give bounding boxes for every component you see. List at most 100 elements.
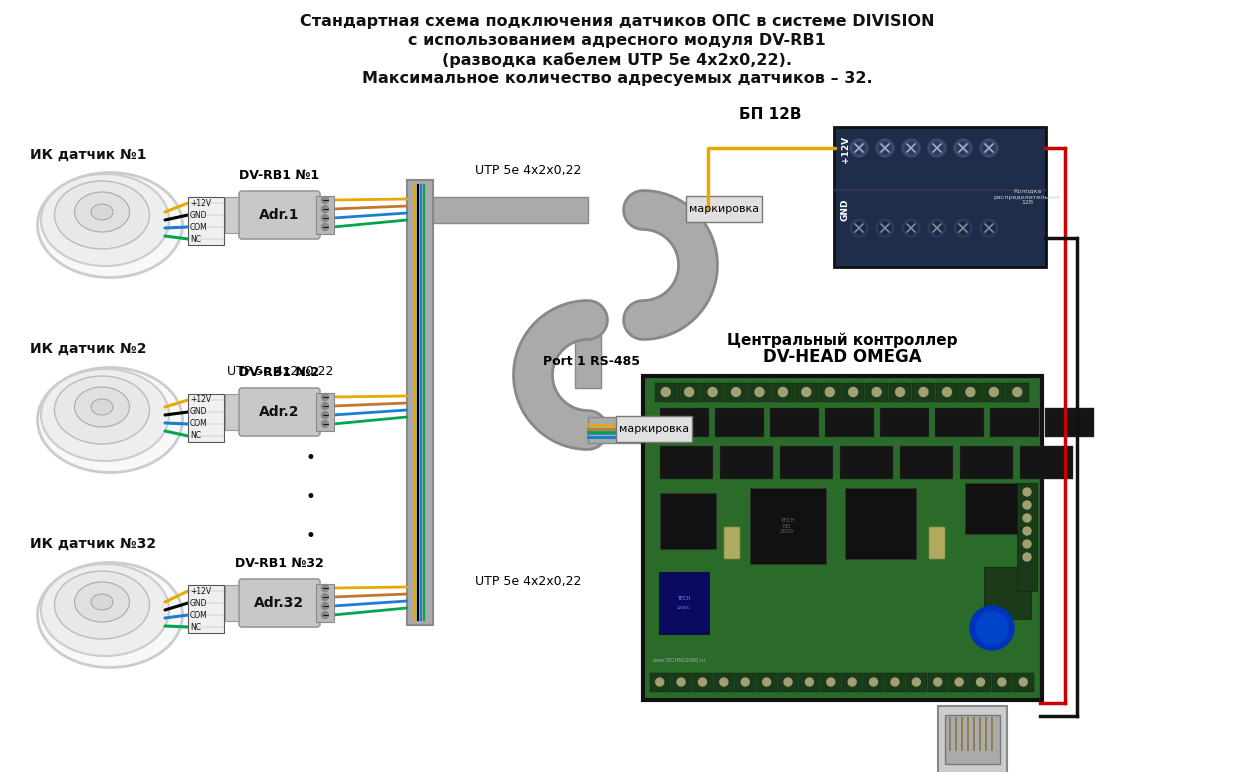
Circle shape bbox=[879, 222, 890, 234]
Ellipse shape bbox=[91, 594, 112, 610]
Circle shape bbox=[321, 594, 329, 601]
FancyBboxPatch shape bbox=[992, 672, 1013, 692]
Circle shape bbox=[1023, 514, 1031, 522]
FancyBboxPatch shape bbox=[840, 445, 893, 479]
Circle shape bbox=[321, 215, 329, 222]
FancyBboxPatch shape bbox=[845, 487, 915, 558]
FancyBboxPatch shape bbox=[240, 388, 320, 436]
Text: DV-RB1 №32: DV-RB1 №32 bbox=[235, 557, 324, 570]
Ellipse shape bbox=[37, 563, 183, 668]
Circle shape bbox=[321, 411, 329, 418]
Text: UTP 5е 4x2x0,22: UTP 5е 4x2x0,22 bbox=[475, 164, 582, 177]
Ellipse shape bbox=[54, 181, 149, 249]
Circle shape bbox=[981, 139, 998, 157]
FancyBboxPatch shape bbox=[965, 482, 1020, 533]
Circle shape bbox=[741, 678, 750, 686]
Circle shape bbox=[953, 139, 972, 157]
FancyBboxPatch shape bbox=[984, 567, 1031, 619]
Circle shape bbox=[684, 388, 694, 397]
Text: Port 1 RS-485: Port 1 RS-485 bbox=[543, 355, 640, 368]
Circle shape bbox=[934, 678, 942, 686]
Circle shape bbox=[853, 222, 864, 234]
FancyBboxPatch shape bbox=[842, 382, 864, 401]
FancyBboxPatch shape bbox=[989, 408, 1039, 436]
Text: UTP 5е 4x2x0,22: UTP 5е 4x2x0,22 bbox=[227, 365, 333, 378]
FancyBboxPatch shape bbox=[889, 382, 911, 401]
FancyBboxPatch shape bbox=[659, 445, 713, 479]
Text: +12V: +12V bbox=[190, 198, 211, 208]
Circle shape bbox=[957, 142, 969, 154]
Circle shape bbox=[902, 219, 920, 237]
Text: DV-HEAD OMEGA: DV-HEAD OMEGA bbox=[763, 348, 921, 366]
Ellipse shape bbox=[74, 192, 130, 232]
Circle shape bbox=[998, 678, 1007, 686]
FancyBboxPatch shape bbox=[225, 394, 245, 430]
Circle shape bbox=[848, 388, 858, 397]
FancyBboxPatch shape bbox=[588, 417, 659, 443]
FancyBboxPatch shape bbox=[188, 197, 224, 245]
Circle shape bbox=[876, 219, 894, 237]
Text: Adr.2: Adr.2 bbox=[259, 405, 300, 419]
FancyBboxPatch shape bbox=[433, 197, 588, 223]
Circle shape bbox=[905, 222, 918, 234]
Text: COM: COM bbox=[190, 419, 207, 428]
Circle shape bbox=[321, 611, 329, 618]
Text: Adr.1: Adr.1 bbox=[259, 208, 300, 222]
FancyBboxPatch shape bbox=[1007, 382, 1029, 401]
FancyBboxPatch shape bbox=[1045, 408, 1093, 436]
FancyBboxPatch shape bbox=[795, 382, 818, 401]
FancyBboxPatch shape bbox=[671, 672, 692, 692]
Text: GND: GND bbox=[190, 598, 207, 608]
FancyBboxPatch shape bbox=[659, 572, 709, 634]
FancyBboxPatch shape bbox=[316, 196, 333, 234]
Circle shape bbox=[1023, 553, 1031, 561]
FancyBboxPatch shape bbox=[750, 487, 825, 564]
Text: GND: GND bbox=[841, 198, 850, 221]
Text: Стандартная схема подключения датчиков ОПС в системе DIVISION: Стандартная схема подключения датчиков О… bbox=[300, 14, 934, 29]
FancyBboxPatch shape bbox=[678, 382, 700, 401]
Text: 12VDC: 12VDC bbox=[677, 606, 692, 610]
FancyBboxPatch shape bbox=[701, 382, 724, 401]
Circle shape bbox=[953, 219, 972, 237]
Text: NC: NC bbox=[190, 235, 201, 243]
FancyBboxPatch shape bbox=[825, 408, 873, 436]
FancyBboxPatch shape bbox=[659, 493, 715, 548]
FancyBboxPatch shape bbox=[659, 408, 709, 436]
Text: DV-RB1 №2: DV-RB1 №2 bbox=[238, 366, 319, 379]
Text: Колодка
распределительная
12В: Колодка распределительная 12В bbox=[994, 188, 1061, 205]
Ellipse shape bbox=[41, 369, 169, 461]
Circle shape bbox=[731, 388, 741, 397]
FancyBboxPatch shape bbox=[971, 672, 990, 692]
FancyBboxPatch shape bbox=[685, 196, 762, 222]
Text: NC: NC bbox=[190, 432, 201, 441]
Circle shape bbox=[905, 142, 918, 154]
Ellipse shape bbox=[41, 174, 169, 266]
Ellipse shape bbox=[37, 367, 183, 472]
FancyBboxPatch shape bbox=[714, 672, 734, 692]
Circle shape bbox=[983, 222, 995, 234]
Text: ИК датчик №2: ИК датчик №2 bbox=[30, 342, 147, 356]
FancyBboxPatch shape bbox=[1013, 672, 1034, 692]
FancyBboxPatch shape bbox=[960, 445, 1013, 479]
Circle shape bbox=[1023, 501, 1031, 509]
FancyBboxPatch shape bbox=[225, 585, 245, 621]
Circle shape bbox=[977, 678, 984, 686]
Circle shape bbox=[321, 584, 329, 591]
Circle shape bbox=[919, 388, 927, 397]
FancyBboxPatch shape bbox=[929, 527, 945, 559]
Circle shape bbox=[1023, 527, 1031, 535]
FancyBboxPatch shape bbox=[724, 527, 740, 559]
Circle shape bbox=[763, 678, 771, 686]
Circle shape bbox=[825, 388, 835, 397]
FancyBboxPatch shape bbox=[715, 408, 763, 436]
Text: TECH: TECH bbox=[677, 595, 690, 601]
FancyBboxPatch shape bbox=[799, 672, 820, 692]
Circle shape bbox=[876, 139, 894, 157]
FancyBboxPatch shape bbox=[655, 382, 677, 401]
FancyBboxPatch shape bbox=[906, 672, 926, 692]
FancyBboxPatch shape bbox=[960, 382, 982, 401]
Circle shape bbox=[969, 606, 1014, 650]
FancyBboxPatch shape bbox=[879, 408, 929, 436]
FancyBboxPatch shape bbox=[779, 445, 832, 479]
FancyBboxPatch shape bbox=[1020, 445, 1072, 479]
